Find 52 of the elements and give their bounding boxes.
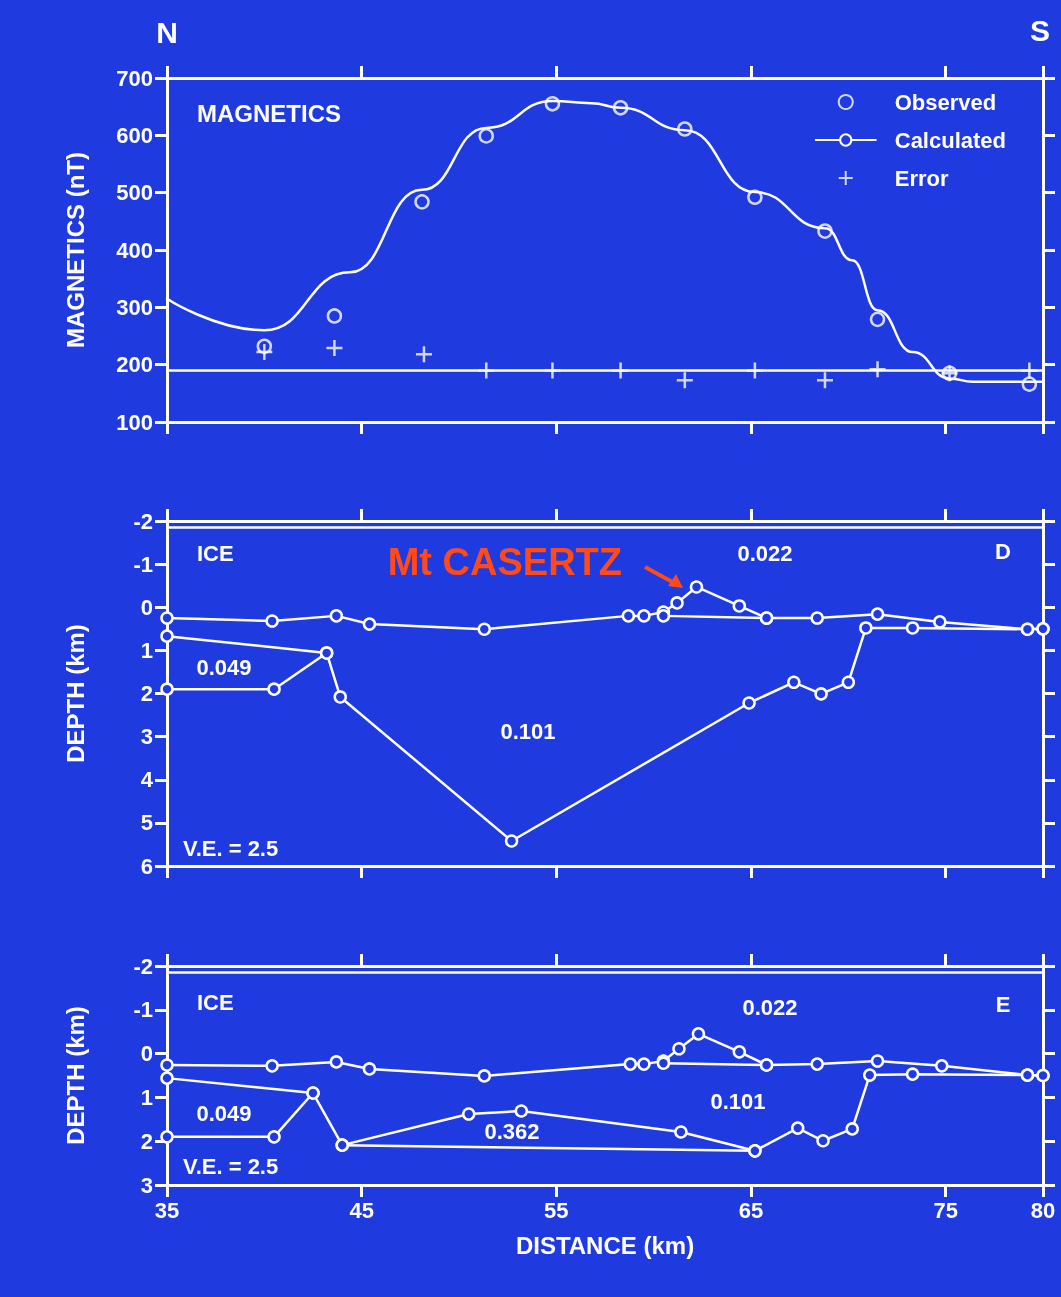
legend-label: Observed	[894, 89, 997, 115]
x-axis-title: DISTANCE (km)	[515, 1231, 695, 1259]
y-tick-label: 3	[140, 1172, 153, 1198]
y-axis-title: MAGNETICS (nT)	[61, 152, 89, 348]
annotation: V.E. = 2.5	[183, 1153, 279, 1179]
y-tick-label: 300	[116, 294, 153, 320]
y-tick-label: -2	[133, 508, 153, 534]
legend-label: Error	[894, 165, 949, 191]
annotation: 0.101	[710, 1088, 766, 1114]
y-tick-label: 200	[116, 352, 153, 378]
y-tick-label: 400	[116, 237, 153, 263]
y-tick-label: 4	[140, 767, 154, 793]
y-tick-label: 700	[116, 65, 153, 91]
x-tick-label: 65	[738, 1197, 764, 1223]
y-tick-label: 600	[116, 122, 153, 148]
x-tick-label: 80	[1030, 1197, 1056, 1223]
annotation: Mt CASERTZ	[387, 541, 622, 583]
annotation: V.E. = 2.5	[183, 835, 279, 861]
y-tick-label: 100	[116, 409, 153, 435]
y-axis-title: DEPTH (km)	[61, 624, 89, 763]
y-tick-label: 3	[140, 724, 153, 750]
x-tick-label: 45	[349, 1197, 374, 1223]
y-tick-label: -1	[133, 551, 153, 577]
y-tick-label: 2	[140, 1128, 153, 1154]
x-tick-label: 75	[933, 1197, 958, 1223]
y-axis-title: DEPTH (km)	[61, 1006, 89, 1145]
annotation: 0.049	[196, 1100, 252, 1126]
annotation: E	[995, 991, 1011, 1017]
annotation: 0.022	[737, 540, 793, 566]
y-tick-label: -2	[133, 953, 153, 979]
y-tick-label: 0	[140, 594, 153, 620]
y-tick-label: 0	[140, 1041, 153, 1067]
annotation: ICE	[197, 540, 234, 566]
annotation: D	[995, 538, 1011, 564]
y-tick-label: 6	[140, 853, 153, 879]
y-tick-label: 1	[140, 1084, 153, 1110]
annotation: 0.101	[500, 718, 556, 744]
y-tick-label: 1	[140, 637, 153, 663]
annotation: 0.362	[484, 1118, 540, 1144]
annotation: 0.022	[742, 994, 798, 1020]
annotation: 0.049	[196, 654, 252, 680]
legend-label: Calculated	[894, 127, 1007, 153]
y-tick-label: -1	[133, 997, 153, 1023]
y-tick-label: 2	[140, 681, 153, 706]
annotation: MAGNETICS	[197, 99, 341, 127]
x-tick-label: 55	[544, 1197, 569, 1223]
text: N	[156, 15, 178, 49]
annotation: ICE	[197, 989, 234, 1015]
x-tick-label: 35	[154, 1197, 180, 1223]
y-tick-label: 5	[140, 810, 153, 836]
y-tick-label: 500	[116, 180, 153, 206]
text: S	[1029, 13, 1051, 47]
